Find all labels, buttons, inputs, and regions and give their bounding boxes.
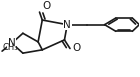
Text: O: O bbox=[42, 1, 51, 11]
Text: N: N bbox=[8, 38, 16, 48]
Text: N: N bbox=[63, 20, 71, 30]
Text: O: O bbox=[73, 44, 81, 54]
Text: CH₃: CH₃ bbox=[2, 43, 18, 52]
